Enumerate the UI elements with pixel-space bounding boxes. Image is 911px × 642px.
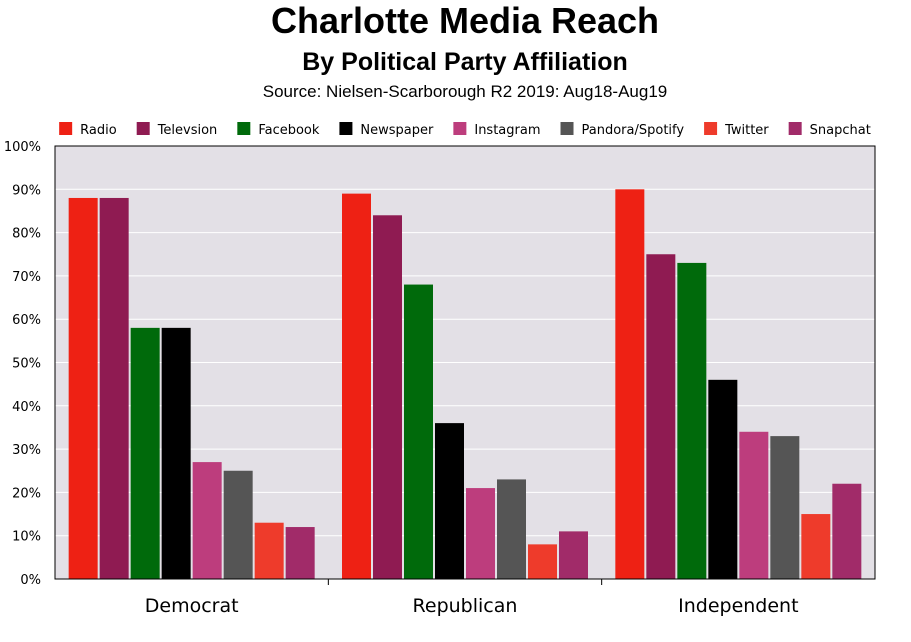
legend-swatch [560, 122, 574, 135]
bar-newspaper-republican [435, 423, 464, 579]
bar-twitter-republican [528, 544, 557, 579]
bar-snapchat-democrat [285, 527, 315, 579]
y-tick-label: 50% [12, 357, 41, 372]
legend-item: Snapchat [788, 122, 871, 138]
y-tick-label: 60% [12, 313, 41, 328]
bar-newspaper-independent [708, 379, 738, 579]
legend-swatch [136, 122, 150, 135]
bar-pandora-spotify-democrat [223, 470, 253, 579]
bar-snapchat-republican [559, 531, 588, 579]
legend-item: Instagram [453, 122, 541, 138]
legend-label: Twitter [724, 123, 769, 138]
bar-snapchat-independent [832, 483, 862, 579]
bar-televsion-republican [373, 215, 402, 579]
y-tick-label: 20% [12, 486, 41, 501]
legend-swatch [59, 122, 73, 135]
legend-swatch [339, 122, 353, 135]
bar-radio-independent [615, 189, 645, 580]
gridlines [55, 188, 875, 537]
x-category-label: Democrat [145, 595, 239, 617]
legend-label: Pandora/Spotify [582, 123, 685, 138]
bars [68, 189, 862, 580]
legend-item: Twitter [704, 122, 769, 138]
legend-swatch [453, 122, 467, 135]
legend-label: Televsion [157, 123, 218, 138]
legend-label: Snapchat [810, 123, 871, 138]
legend-item: Televsion [136, 122, 218, 138]
y-tick-label: 10% [12, 530, 41, 545]
legend-label: Facebook [258, 123, 320, 138]
legend-swatch [237, 122, 251, 135]
legend-item: Radio [59, 122, 117, 138]
x-category-label: Independent [678, 595, 798, 617]
y-tick-label: 100% [4, 140, 41, 155]
legend-item: Pandora/Spotify [560, 122, 685, 138]
y-tick-label: 70% [12, 270, 41, 285]
bar-twitter-democrat [254, 522, 284, 579]
legend-label: Instagram [474, 123, 540, 138]
y-tick-label: 90% [12, 183, 41, 198]
legend-label: Radio [80, 123, 117, 138]
bar-twitter-independent [801, 514, 831, 579]
bar-facebook-republican [404, 284, 433, 579]
x-axis: Democrat Republican Independent [145, 579, 799, 617]
y-axis: 0% 10% 20% 30% 40% 50% 60% 70% 80% 90% 100% [4, 140, 41, 588]
legend-swatch [704, 122, 718, 135]
bar-instagram-independent [739, 431, 769, 579]
plot-frame [54, 145, 876, 580]
bar-pandora-spotify-republican [497, 479, 526, 579]
legend-label: Newspaper [360, 123, 434, 138]
legend-swatch [788, 122, 802, 135]
legend: Radio Televsion Facebook Newspaper Instagram… [59, 122, 871, 138]
bar-facebook-democrat [130, 327, 160, 579]
legend-item: Newspaper [339, 122, 434, 138]
bar-radio-republican [342, 193, 371, 579]
x-category-label: Republican [413, 595, 518, 617]
bar-newspaper-democrat [161, 327, 191, 579]
y-tick-label: 40% [12, 400, 41, 415]
bar-facebook-independent [677, 262, 707, 579]
bar-pandora-spotify-independent [770, 436, 800, 579]
y-tick-label: 30% [12, 443, 41, 458]
y-tick-label: 80% [12, 227, 41, 242]
bar-instagram-democrat [192, 462, 222, 579]
bar-instagram-republican [466, 488, 495, 579]
chart-subtitle: By Political Party Affiliation [302, 48, 628, 76]
y-tick-label: 0% [20, 573, 41, 588]
chart-source: Source: Nielsen-Scarborough R2 2019: Aug… [263, 82, 668, 101]
legend-item: Facebook [237, 122, 320, 138]
bar-radio-democrat [68, 197, 98, 579]
bar-televsion-independent [646, 254, 676, 579]
chart-title: Charlotte Media Reach [271, 0, 659, 41]
bar-televsion-democrat [99, 197, 129, 579]
